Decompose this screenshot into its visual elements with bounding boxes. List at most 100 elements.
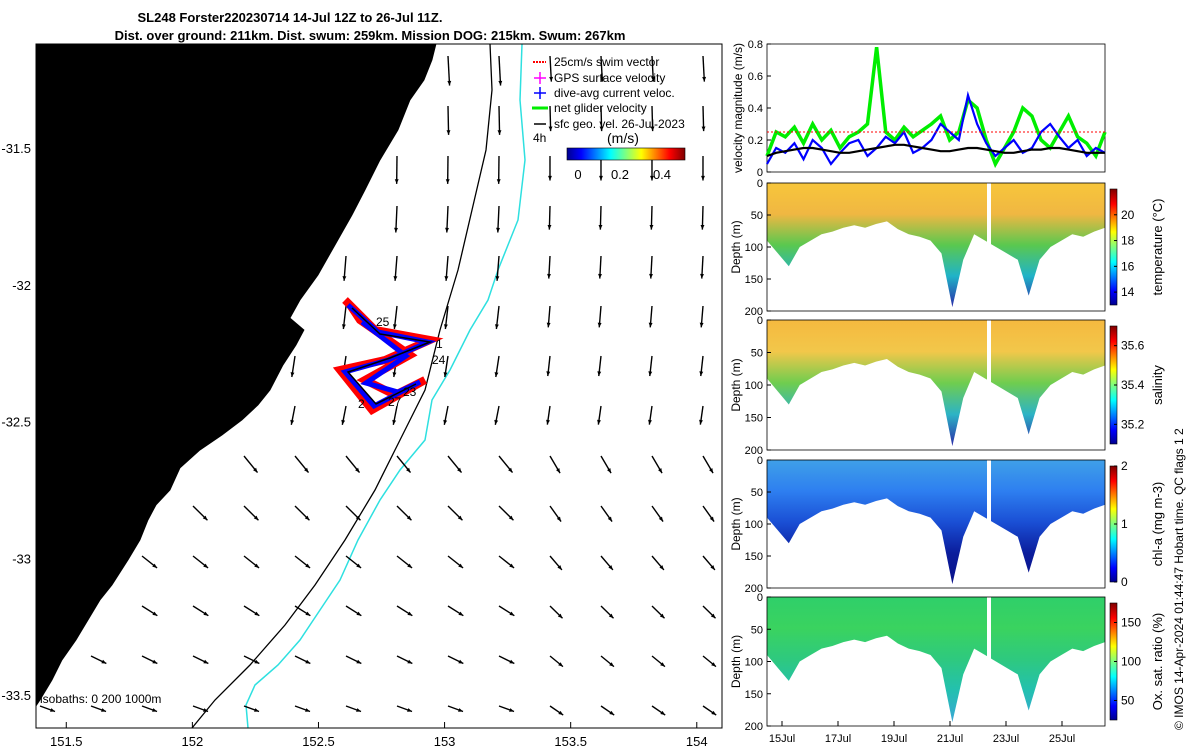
velocity-vector-head xyxy=(700,224,705,230)
time-tick-label: 25Jul xyxy=(1049,733,1075,745)
velocity-vector-head xyxy=(609,662,614,667)
velocity-vector-head xyxy=(597,371,602,377)
velocity-vector-head xyxy=(496,227,500,233)
section-ytick-label: 0 xyxy=(757,178,763,190)
velocity-vector-head xyxy=(497,130,502,135)
velocity-vector-head xyxy=(598,273,602,279)
velocity-vector-head xyxy=(509,659,515,664)
velocity-vector-head xyxy=(699,419,703,425)
track-label-27: 27 xyxy=(388,395,402,409)
velocity-vector-head xyxy=(546,419,550,425)
section-ytick-label: 50 xyxy=(751,487,763,499)
velocity-vector-head xyxy=(445,227,449,233)
section-panel: 0 50 100 150 200 Depth (m) 50 100 150 Ox. sat. ra… xyxy=(729,592,1165,733)
velocity-vector-head xyxy=(509,708,515,712)
legend-item-net-glider-velocity: net glider velocity xyxy=(532,101,647,115)
velocity-vector-head xyxy=(600,76,605,82)
velocity-vector-head xyxy=(342,276,347,281)
velocity-vector-head xyxy=(547,224,552,230)
velocity-vector-head xyxy=(659,613,665,619)
map-legend: 25cm/s swim vector GPS surface velocity … xyxy=(532,55,686,182)
velocity-vector-head xyxy=(608,565,613,570)
velocity-vector-head xyxy=(556,516,562,522)
velocity-vector-head xyxy=(496,179,501,184)
velocity-vector-head xyxy=(597,419,601,425)
velocity-vector-head xyxy=(457,515,463,521)
glider-track xyxy=(332,297,444,416)
svg-text:dive-avg current veloc.: dive-avg current veloc. xyxy=(554,86,675,100)
velocity-vector-head xyxy=(509,563,515,568)
velocity-vector-head xyxy=(650,175,654,181)
velocity-vector-head xyxy=(658,516,664,522)
velocity-vector-head xyxy=(710,613,716,619)
isobath-200m xyxy=(245,44,526,728)
velocity-vector-head xyxy=(355,515,361,521)
legend-item-gps-velocity: GPS surface velocity xyxy=(534,71,665,85)
velocity-vector-head xyxy=(305,563,311,568)
map-ytick-label: -32 xyxy=(12,278,31,293)
section-ytick-label: 150 xyxy=(745,413,763,425)
velocity-vector-head xyxy=(341,419,346,425)
velocity-vector-head xyxy=(711,662,716,667)
colorbar-tick-label: 35.2 xyxy=(1121,417,1145,431)
map-panel: 1 24 25 23 27 2 151.5 152 152.5 153 153.5 154… xyxy=(1,43,723,749)
colorbar-tick-label: 50 xyxy=(1121,694,1135,708)
velocity-vector-head xyxy=(599,126,604,132)
section-ytick-label: 50 xyxy=(751,348,763,360)
velocity-vector-head xyxy=(548,126,553,132)
velocity-vector-head xyxy=(607,516,613,522)
section-ylabel: Depth (m) xyxy=(729,220,743,273)
velocity-vector-head xyxy=(304,467,309,473)
colorbar-tick-label: 0 xyxy=(1121,575,1128,589)
velocity-vector-head xyxy=(709,516,715,522)
velocity-vector-head xyxy=(203,659,209,664)
velocity-vector-head xyxy=(458,659,464,664)
velocity-vector-head xyxy=(599,175,603,181)
section-ytick-label: 50 xyxy=(751,210,763,222)
velocity-series-line xyxy=(765,46,1107,169)
velocity-vector-head xyxy=(407,563,413,568)
velocity-vector-head xyxy=(443,419,448,425)
velocity-vector-head xyxy=(498,80,503,86)
velocity-vector-head xyxy=(458,611,464,616)
velocity-vector-head xyxy=(711,710,717,716)
section-ylabel: Depth (m) xyxy=(729,635,743,688)
velocity-vector-head xyxy=(458,563,464,568)
velocity-vector-head xyxy=(710,565,715,570)
velocity-vector-head xyxy=(443,324,448,330)
map-xtick-label: 153 xyxy=(434,734,456,749)
velocity-vector xyxy=(498,55,502,86)
isobath-1000m xyxy=(191,44,493,728)
velocity-vector-head xyxy=(406,515,412,521)
velocity-vector xyxy=(447,55,451,86)
velocity-vector-head xyxy=(203,708,209,712)
velocity-vector-head xyxy=(701,175,705,181)
velocity-ytick-label: 0.2 xyxy=(748,135,763,147)
velocity-vector-head xyxy=(356,659,362,664)
map-xtick-label: 151.5 xyxy=(50,734,83,749)
section-ytick-label: 50 xyxy=(751,624,763,636)
velocity-vector-head xyxy=(392,324,397,330)
velocity-vector-head xyxy=(699,322,704,328)
velocity-vector-head xyxy=(392,419,397,425)
map-ytick-label: -33.5 xyxy=(1,688,31,703)
section-ytick-label: 150 xyxy=(745,551,763,563)
velocity-vector-head xyxy=(446,130,451,135)
velocity-ytick-label: 0.6 xyxy=(748,71,763,83)
velocity-vector-head xyxy=(494,324,499,330)
velocity-plot-area xyxy=(766,43,1106,173)
velocity-vector-head xyxy=(701,126,706,132)
velocity-vector-head xyxy=(608,613,614,619)
velocity-vector-head xyxy=(290,372,295,377)
map-colorbar xyxy=(566,147,686,161)
chart-title-line1: SL248 Forster220230714 14-Jul 12Z to 26-… xyxy=(137,10,443,25)
section-ytick-label: 100 xyxy=(745,380,763,392)
velocity-series xyxy=(765,46,1107,169)
velocity-vector-head xyxy=(253,467,258,473)
colorbar-tick: 0.4 xyxy=(653,167,671,182)
velocity-vector-head xyxy=(548,175,552,181)
track-label-25: 25 xyxy=(376,315,390,329)
velocity-vector-head xyxy=(202,515,208,521)
velocity-vector-head xyxy=(341,324,346,330)
